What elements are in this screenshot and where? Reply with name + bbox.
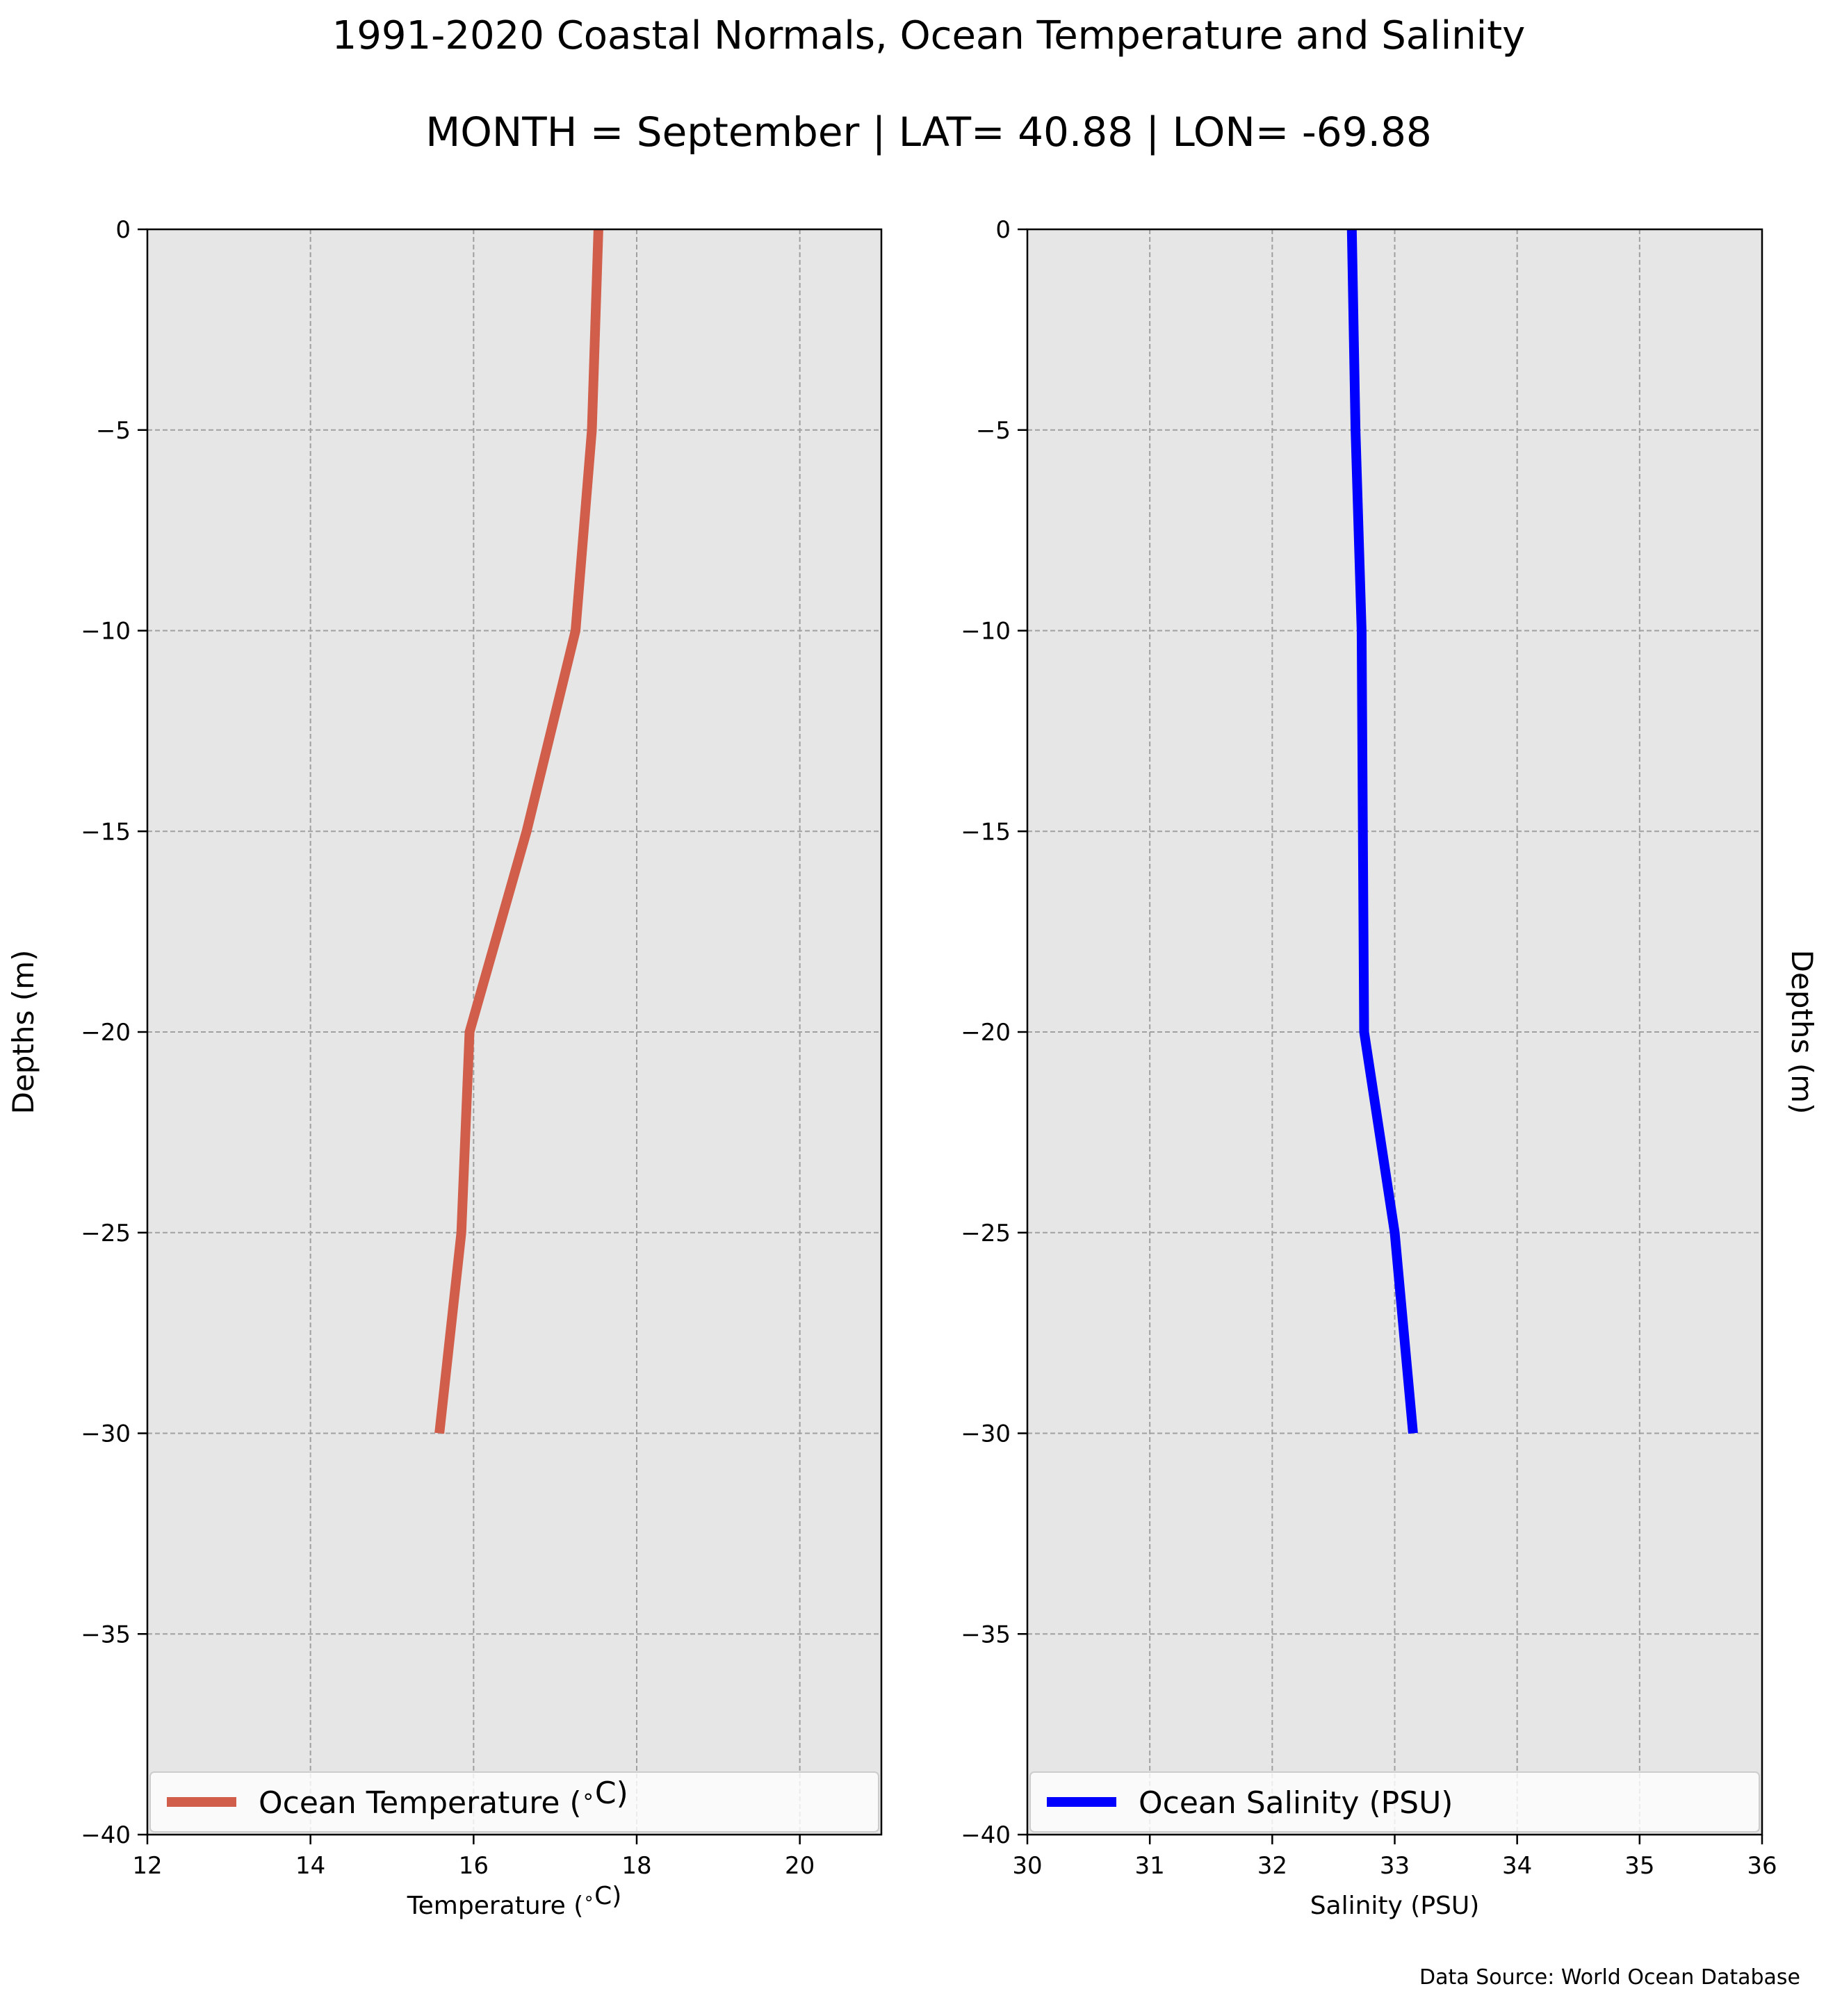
y-tick-label: −35 — [81, 1621, 131, 1648]
data-source-note: Data Source: World Ocean Database — [1419, 1965, 1800, 1990]
y-tick-label: −40 — [961, 1821, 1011, 1849]
y-tick-label: −20 — [81, 1019, 131, 1047]
x-tick-label: 18 — [621, 1852, 651, 1880]
x-tick-label: 30 — [1012, 1852, 1042, 1880]
x-tick-label: 14 — [295, 1852, 325, 1880]
y-axis-label: Depths (m) — [1785, 950, 1819, 1115]
x-axis-label: Salinity (PSU) — [1310, 1892, 1480, 1920]
x-tick-label: 36 — [1747, 1852, 1777, 1880]
x-axis-label: Temperature (∘C) — [407, 1882, 622, 1920]
x-tick-label: 16 — [459, 1852, 489, 1880]
y-tick-label: −10 — [961, 618, 1011, 646]
legend-label: Ocean Temperature (∘C) — [259, 1776, 628, 1821]
y-tick-label: 0 — [995, 216, 1011, 244]
x-tick-label: 12 — [132, 1852, 162, 1880]
x-tick-label: 35 — [1624, 1852, 1654, 1880]
figure-title: 1991-2020 Coastal Normals, Ocean Tempera… — [332, 13, 1526, 58]
x-tick-label: 33 — [1380, 1852, 1410, 1880]
y-tick-label: −40 — [81, 1821, 131, 1849]
figure-subtitle: MONTH = September | LAT= 40.88 | LON= -6… — [425, 108, 1432, 156]
y-tick-label: −10 — [81, 618, 131, 646]
plot-frame — [1026, 228, 1763, 1836]
y-tick-label: −15 — [961, 818, 1011, 846]
y-tick-label: −35 — [961, 1621, 1011, 1648]
legend-box — [149, 1771, 879, 1833]
legend: Ocean Salinity (PSU) — [1029, 1771, 1760, 1833]
y-tick-label: −5 — [96, 417, 131, 445]
series-line — [1346, 229, 1418, 1434]
y-tick-label: −30 — [81, 1420, 131, 1448]
x-tick-label: 32 — [1257, 1852, 1287, 1880]
legend-label: Ocean Salinity (PSU) — [1139, 1785, 1453, 1821]
y-tick-label: −20 — [961, 1019, 1011, 1047]
series-line — [434, 229, 603, 1434]
y-tick-label: −30 — [961, 1420, 1011, 1448]
legend-box — [1029, 1771, 1760, 1833]
y-tick-label: 0 — [115, 216, 131, 244]
x-tick-label: 34 — [1502, 1852, 1532, 1880]
x-tick-label: 31 — [1135, 1852, 1165, 1880]
y-tick-label: −25 — [961, 1220, 1011, 1247]
y-axis-label: Depths (m) — [6, 950, 40, 1115]
legend: Ocean Temperature (∘C) — [149, 1771, 879, 1833]
plot-frame — [146, 228, 883, 1836]
y-tick-label: −5 — [976, 417, 1011, 445]
y-tick-label: −15 — [81, 818, 131, 846]
y-tick-label: −25 — [81, 1220, 131, 1247]
x-tick-label: 20 — [785, 1852, 815, 1880]
